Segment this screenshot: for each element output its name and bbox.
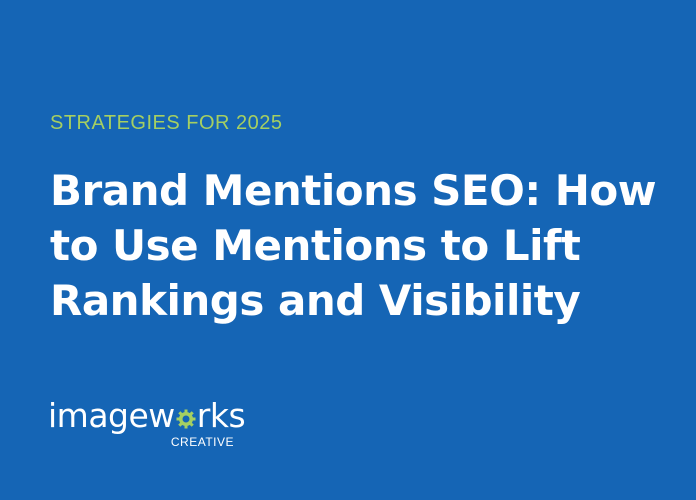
title-line: Brand Mentions SEO: How [50,166,657,215]
logo-wordmark: imagew rks [48,396,246,435]
eyebrow-label: STRATEGIES FOR 2025 [50,112,283,134]
page-title: Brand Mentions SEO: How to Use Mentions … [50,163,670,328]
logo-text-end: rks [196,396,246,435]
logo-text-start: imagew [48,396,175,435]
title-line: Rankings and Visibility [50,276,581,325]
title-line: to Use Mentions to Lift [50,221,581,270]
logo-subtitle: CREATIVE [170,435,234,449]
gear-icon [176,400,196,429]
imageworks-logo: imagew rks CREATIVE [48,396,246,458]
